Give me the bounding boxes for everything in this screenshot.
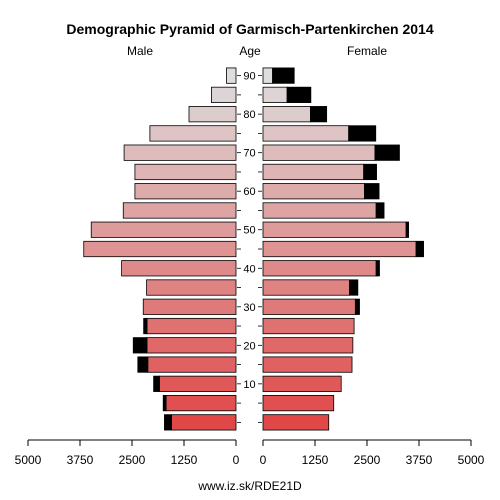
male-surplus-5-9 <box>162 394 167 412</box>
age-tick-label: 60 <box>243 186 255 198</box>
male-bar-5-9 <box>165 394 237 412</box>
age-tick-label: 80 <box>243 109 255 121</box>
female-surplus-30-34 <box>354 298 360 315</box>
female-bar-25-29 <box>262 317 355 335</box>
age-tick-label: 10 <box>243 379 255 391</box>
female-surplus-50-54 <box>405 221 410 238</box>
female-surplus-45-49 <box>415 240 424 258</box>
female-surplus-35-39 <box>349 279 359 296</box>
age-tick-label: 50 <box>243 225 255 237</box>
female-bar-5-9 <box>262 394 335 412</box>
female-bar-85-89 <box>262 86 288 104</box>
male-bar-10-14 <box>159 375 237 392</box>
male-bar-75-79 <box>149 125 237 142</box>
x-tick-label: 5000 <box>458 453 485 467</box>
male-bar-15-19 <box>147 356 237 373</box>
female-bar-90+ <box>262 67 273 84</box>
female-surplus-70-74 <box>374 144 400 161</box>
female-surplus-75-79 <box>348 125 377 142</box>
female-bar-80-84 <box>262 106 311 123</box>
age-tick-label: 20 <box>243 340 255 352</box>
x-tick-label: 3750 <box>67 453 94 467</box>
x-tick-label: 0 <box>233 453 240 467</box>
x-tick-label: 2500 <box>354 453 381 467</box>
female-bar-60-64 <box>262 183 365 200</box>
female-bar-15-19 <box>262 356 353 373</box>
footer-source: www.iz.sk/RDE21D <box>197 479 302 493</box>
female-bar-45-49 <box>262 240 417 258</box>
x-tick-label: 3750 <box>406 453 433 467</box>
female-surplus-80-84 <box>310 106 328 123</box>
female-bar-10-14 <box>262 375 342 392</box>
female-bar-0-4 <box>262 414 330 431</box>
male-surplus-10-14 <box>153 375 160 392</box>
female-bar-55-59 <box>262 202 377 219</box>
male-bar-70-74 <box>123 144 237 161</box>
x-tick-label: 1250 <box>171 453 198 467</box>
chart-title: Demographic Pyramid of Garmisch-Partenki… <box>66 21 433 37</box>
x-tick-label: 2500 <box>119 453 146 467</box>
female-bar-40-44 <box>262 260 377 277</box>
male-bar-35-39 <box>146 279 237 296</box>
male-label: Male <box>127 44 153 58</box>
axes-group: 90 80 70 60 50 40 30 20 10 5000 3750 2500 1250 0 0 1250… <box>15 71 485 467</box>
female-bar-50-54 <box>262 221 407 238</box>
female-surplus-65-69 <box>363 163 377 181</box>
male-bar-60-64 <box>134 183 237 200</box>
female-bar-30-34 <box>262 298 356 315</box>
male-bar-25-29 <box>146 317 237 335</box>
male-bar-30-34 <box>142 298 237 315</box>
female-label: Female <box>347 44 387 58</box>
age-tick-label: 70 <box>243 148 255 160</box>
female-bar-20-24 <box>262 337 354 354</box>
female-bar-75-79 <box>262 125 350 142</box>
male-bar-45-49 <box>83 240 237 258</box>
age-tick-label: 40 <box>243 263 255 275</box>
male-bar-90+ <box>226 67 237 84</box>
male-bar-55-59 <box>122 202 237 219</box>
age-tick-label: 90 <box>243 71 255 83</box>
female-surplus-90+ <box>272 67 295 84</box>
male-bar-65-69 <box>134 163 237 181</box>
female-bar-65-69 <box>262 163 365 181</box>
male-surplus-20-24 <box>132 337 148 354</box>
female-bar-35-39 <box>262 279 350 296</box>
age-tick-label: 30 <box>243 302 255 314</box>
male-bar-40-44 <box>121 260 237 277</box>
x-tick-label: 1250 <box>302 453 329 467</box>
female-surplus-55-59 <box>375 202 385 219</box>
female-surplus-60-64 <box>364 183 380 200</box>
age-label: Age <box>239 44 261 58</box>
male-bar-0-4 <box>171 414 237 431</box>
male-surplus-25-29 <box>143 317 148 335</box>
male-bar-80-84 <box>188 106 237 123</box>
male-bar-50-54 <box>90 221 237 238</box>
x-tick-label: 5000 <box>15 453 42 467</box>
male-bar-20-24 <box>146 337 237 354</box>
female-bar-70-74 <box>262 144 376 161</box>
male-surplus-15-19 <box>137 356 149 373</box>
female-surplus-85-89 <box>286 86 312 104</box>
female-surplus-40-44 <box>375 260 380 277</box>
male-surplus-0-4 <box>164 414 172 431</box>
x-tick-label: 0 <box>260 453 267 467</box>
male-bar-85-89 <box>211 86 237 104</box>
bars-group <box>83 67 424 431</box>
